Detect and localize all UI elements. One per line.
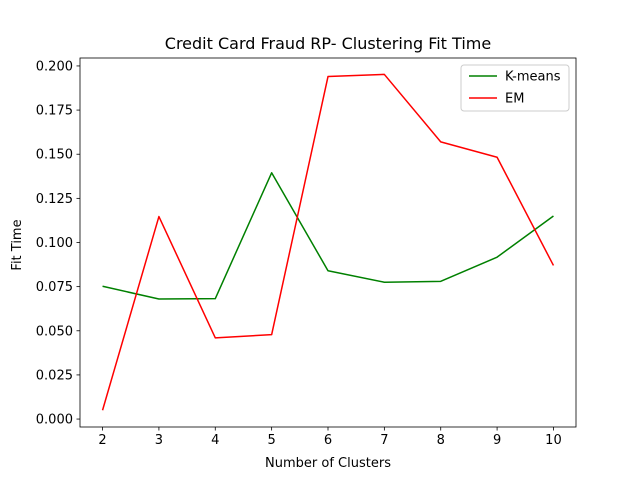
y-tick-label: 0.150 [36,148,73,163]
x-tick-label: 2 [98,433,106,448]
x-tick-label: 6 [324,433,332,448]
legend: K-means EM [460,64,570,112]
y-tick-label: 0.075 [36,280,73,295]
x-tick-label: 5 [267,433,275,448]
chart-title: Credit Card Fraud RP- Clustering Fit Tim… [165,34,491,53]
y-tick-label: 0.050 [36,324,73,339]
series-line-em [101,73,555,411]
y-tick-label: 0.200 [36,59,73,74]
y-tick-label: 0.100 [36,236,73,251]
y-tick-label: 0.025 [36,368,73,383]
y-axis-label: Fit Time [10,219,25,270]
legend-label: K-means [505,70,561,85]
x-tick-label: 9 [493,433,501,448]
x-tick-label: 3 [155,433,163,448]
x-tick-label: 10 [545,433,562,448]
x-tick-label: 4 [211,433,219,448]
plot-area: 2 3 4 5 6 7 8 9 10 0.000 0.025 0.050 0.075 0.100 0.125… [36,57,577,448]
x-tick-label: 7 [380,433,388,448]
y-tick-label: 0.175 [36,104,73,119]
x-tick-label: 8 [437,433,445,448]
series-line-k-means [102,172,554,300]
y-tick-label: 0.125 [36,192,73,207]
y-tick-label: 0.000 [36,413,73,428]
legend-label: EM [505,92,524,107]
x-axis-label: Number of Clusters [265,456,391,471]
